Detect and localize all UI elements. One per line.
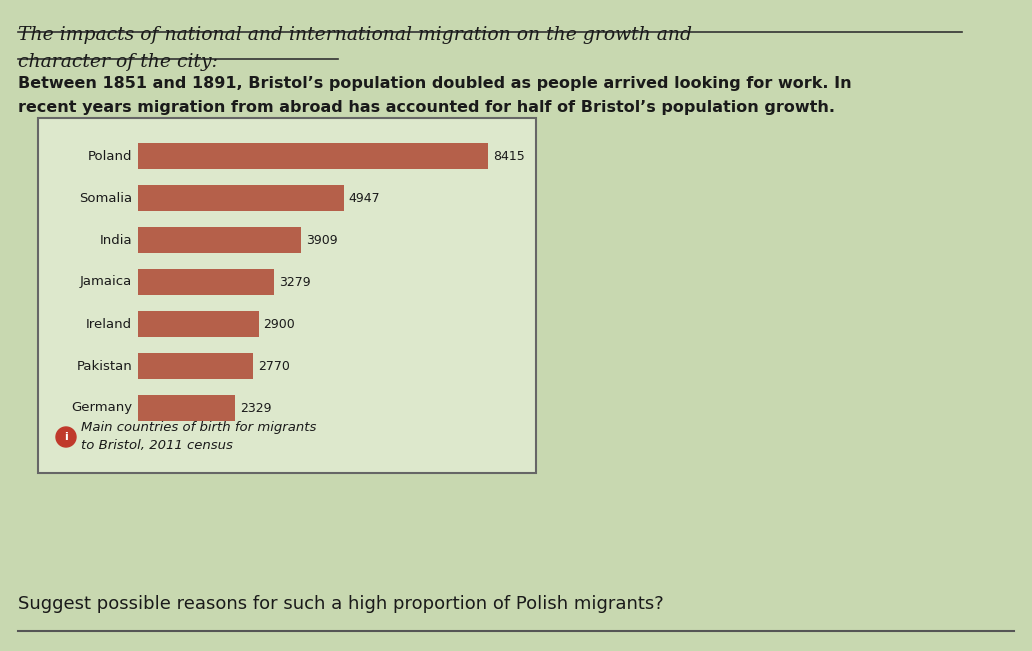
Text: Main countries of birth for migrants
to Bristol, 2011 census: Main countries of birth for migrants to …: [80, 421, 317, 452]
FancyBboxPatch shape: [38, 118, 536, 473]
Circle shape: [56, 427, 76, 447]
Text: recent years migration from abroad has accounted for half of Bristol’s populatio: recent years migration from abroad has a…: [18, 100, 835, 115]
Text: Between 1851 and 1891, Bristol’s population doubled as people arrived looking fo: Between 1851 and 1891, Bristol’s populat…: [18, 76, 851, 91]
Text: 2900: 2900: [263, 318, 295, 331]
Text: Somalia: Somalia: [78, 191, 132, 204]
Text: Germany: Germany: [71, 402, 132, 415]
Text: Jamaica: Jamaica: [79, 275, 132, 288]
Text: India: India: [99, 234, 132, 247]
Text: 3909: 3909: [305, 234, 337, 247]
Text: Poland: Poland: [88, 150, 132, 163]
Text: character of the city:: character of the city:: [18, 53, 218, 71]
Text: 4947: 4947: [349, 191, 381, 204]
Bar: [138, 269, 275, 295]
Text: 3279: 3279: [280, 275, 311, 288]
Bar: [138, 143, 488, 169]
Text: Ireland: Ireland: [86, 318, 132, 331]
Text: 2329: 2329: [239, 402, 271, 415]
Text: 8415: 8415: [493, 150, 524, 163]
Text: i: i: [64, 432, 68, 442]
Text: Pakistan: Pakistan: [76, 359, 132, 372]
Text: The impacts of national and international migration on the growth and: The impacts of national and internationa…: [18, 26, 692, 44]
Text: Suggest possible reasons for such a high proportion of Polish migrants?: Suggest possible reasons for such a high…: [18, 595, 664, 613]
Text: 2770: 2770: [258, 359, 290, 372]
Bar: [138, 353, 253, 379]
Bar: [138, 185, 344, 211]
Bar: [138, 395, 235, 421]
Bar: [138, 311, 259, 337]
Bar: [138, 227, 300, 253]
